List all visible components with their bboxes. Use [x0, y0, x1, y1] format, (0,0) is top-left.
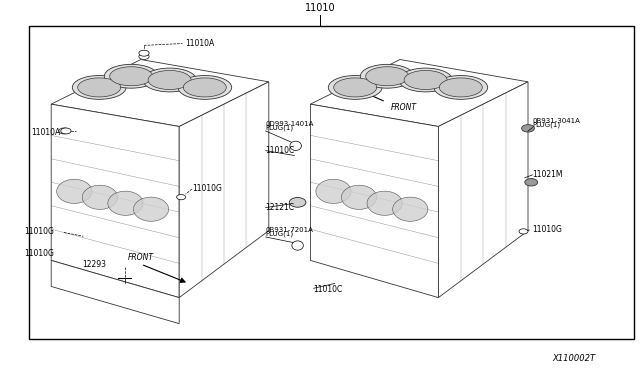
Ellipse shape [178, 76, 232, 99]
Polygon shape [438, 82, 528, 298]
Ellipse shape [404, 70, 447, 90]
Bar [29, 26, 634, 339]
Polygon shape [51, 60, 269, 126]
Ellipse shape [83, 185, 118, 209]
Circle shape [177, 195, 186, 200]
Ellipse shape [333, 78, 377, 97]
Text: 11010C: 11010C [266, 146, 295, 155]
Text: 11010G: 11010G [24, 227, 54, 236]
Circle shape [525, 179, 538, 186]
Ellipse shape [342, 185, 377, 209]
Ellipse shape [134, 197, 169, 221]
Ellipse shape [439, 78, 483, 97]
Polygon shape [310, 104, 438, 298]
Text: 0B931-7201A: 0B931-7201A [266, 227, 314, 232]
Text: PLUG(1): PLUG(1) [532, 121, 561, 128]
Text: 0D993-1401A: 0D993-1401A [266, 121, 314, 127]
Text: 11010A: 11010A [186, 39, 215, 48]
Circle shape [522, 125, 534, 132]
Circle shape [59, 128, 69, 134]
Polygon shape [51, 104, 179, 298]
Ellipse shape [104, 64, 158, 88]
Ellipse shape [367, 191, 403, 215]
Circle shape [289, 198, 306, 207]
Text: PLUG(1): PLUG(1) [266, 231, 294, 237]
Text: X110002T: X110002T [552, 354, 595, 363]
Polygon shape [51, 260, 179, 324]
Circle shape [139, 54, 149, 60]
Text: FRONT: FRONT [128, 253, 154, 262]
Text: 11010: 11010 [305, 3, 335, 13]
Ellipse shape [292, 241, 303, 250]
Ellipse shape [393, 197, 428, 221]
Text: 11010G: 11010G [192, 185, 222, 193]
Ellipse shape [109, 67, 153, 86]
Text: 11010G: 11010G [24, 249, 54, 258]
Polygon shape [179, 82, 269, 298]
Text: 0B931-3041A: 0B931-3041A [532, 118, 580, 124]
Polygon shape [310, 60, 528, 126]
Ellipse shape [360, 64, 414, 88]
Circle shape [61, 128, 71, 134]
Ellipse shape [57, 179, 92, 203]
Ellipse shape [399, 68, 452, 92]
Text: 11021M: 11021M [532, 170, 563, 179]
Text: 11010A: 11010A [31, 128, 60, 137]
Text: 11010C: 11010C [314, 285, 343, 294]
Ellipse shape [434, 76, 488, 99]
Ellipse shape [316, 179, 351, 203]
Text: FRONT: FRONT [391, 103, 417, 112]
Ellipse shape [290, 141, 301, 150]
Ellipse shape [77, 78, 121, 97]
Circle shape [139, 50, 149, 56]
Ellipse shape [108, 191, 143, 215]
Ellipse shape [143, 68, 196, 92]
Ellipse shape [148, 70, 191, 90]
Text: 12293: 12293 [82, 260, 106, 269]
Ellipse shape [328, 76, 382, 99]
Circle shape [519, 229, 528, 234]
Text: PLUG(1): PLUG(1) [266, 125, 294, 131]
Ellipse shape [183, 78, 227, 97]
Ellipse shape [72, 76, 126, 99]
Text: 11010G: 11010G [532, 225, 563, 234]
Ellipse shape [365, 67, 409, 86]
Text: 12121C: 12121C [266, 203, 294, 212]
